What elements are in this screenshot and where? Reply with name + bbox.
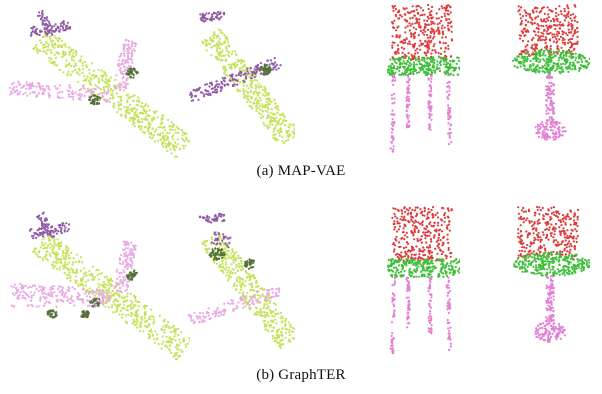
chair-pointcloud (387, 206, 460, 355)
airplane-pointcloud (10, 211, 190, 361)
airplane-pointcloud (8, 9, 190, 158)
chair-pointcloud (512, 4, 590, 141)
row-map-vae (0, 0, 602, 160)
caption-graphter: (b) GraphTER (256, 367, 346, 383)
chair-pointcloud (386, 3, 460, 153)
chair-pointcloud (513, 205, 590, 343)
row-graphter (0, 202, 602, 362)
airplane-pointcloud (189, 10, 295, 145)
caption-map-vae: (a) MAP-VAE (256, 163, 346, 179)
airplane-pointcloud (187, 212, 295, 349)
